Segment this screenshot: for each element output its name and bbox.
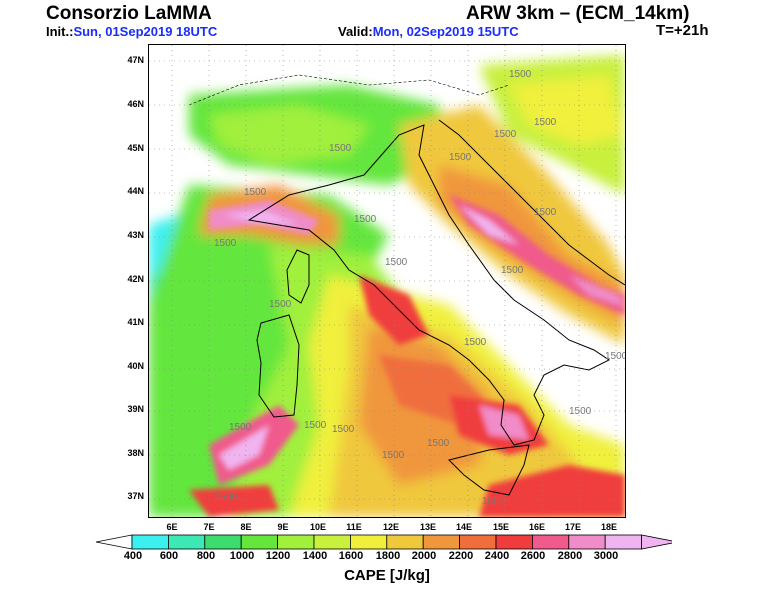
lon-label: 11E xyxy=(346,522,362,532)
colorbar-tick: 800 xyxy=(196,550,216,562)
colorbar-tick: 1600 xyxy=(338,550,364,562)
colorbar-tick: 2800 xyxy=(557,550,583,562)
colorbar-tick: 2000 xyxy=(411,550,437,562)
contour-label: 1500 xyxy=(382,450,405,461)
lon-label: 15E xyxy=(492,522,509,532)
contour-label: 1500 xyxy=(569,406,592,417)
contour-label: 1500 xyxy=(332,424,355,435)
lon-label: 6E xyxy=(166,522,178,532)
colorbar-swatch xyxy=(204,534,242,550)
colorbar-swatch xyxy=(568,534,606,550)
lat-label: 41N xyxy=(127,317,144,327)
lat-label: 46N xyxy=(127,99,144,109)
lon-label: 7E xyxy=(203,522,215,532)
lon-label: 16E xyxy=(528,522,545,532)
colorbar-tick: 1800 xyxy=(375,550,401,562)
forecast-step: T=+21h xyxy=(656,22,709,39)
colorbar-tick: 2600 xyxy=(520,550,546,562)
colorbar-swatch xyxy=(495,534,533,550)
lat-label: 42N xyxy=(127,274,144,284)
colorbar-swatch xyxy=(531,534,570,550)
contour-label: 1500 xyxy=(269,299,292,310)
colorbar-tick: 3000 xyxy=(593,550,619,562)
colorbar-tick: 2200 xyxy=(448,550,474,562)
contour-label: 1500 xyxy=(534,117,557,128)
lat-label: 43N xyxy=(127,230,144,240)
colorbar-swatch xyxy=(349,534,388,550)
contour-label: 1500 xyxy=(329,143,352,154)
colorbar-swatch xyxy=(604,534,643,550)
cape-field: 1500 1500 1500 1500 1500 1500 1500 1500 … xyxy=(149,45,625,517)
lat-label: 47N xyxy=(127,55,144,65)
contour-label: 1500 xyxy=(304,420,327,431)
contour-label: 1500 xyxy=(214,238,237,249)
colorbar-swatch xyxy=(459,534,497,550)
colorbar-swatch xyxy=(131,534,169,550)
lon-label: 12E xyxy=(382,522,399,532)
init-label: Init.: xyxy=(46,24,74,39)
contour-label: 1500 xyxy=(385,257,408,268)
contour-label: 1500 xyxy=(244,187,267,198)
lon-label: 10E xyxy=(309,522,326,532)
colorbar-swatch xyxy=(277,534,315,550)
contour-label: 1500 xyxy=(605,351,625,362)
colorbar-swatch xyxy=(422,534,461,550)
colorbar-max-arrow xyxy=(641,534,672,550)
contour-label: 1500 xyxy=(427,438,450,449)
lat-label: 45N xyxy=(127,143,144,153)
contour-label: 1500 xyxy=(464,337,487,348)
contour-label: 1500 xyxy=(215,492,238,503)
cape-map: 1500 1500 1500 1500 1500 1500 1500 1500 … xyxy=(148,44,626,518)
contour-label: 1500 xyxy=(509,69,532,80)
colorbar-tick: 1000 xyxy=(229,550,255,562)
lat-label: 37N xyxy=(127,491,144,501)
colorbar-tick: 400 xyxy=(123,550,143,562)
colorbar-min-arrow xyxy=(95,534,133,550)
init-value: Sun, 01Sep2019 18UTC xyxy=(73,24,218,39)
model-title: ARW 3km – (ECM_14km) xyxy=(466,3,690,24)
valid-label: Valid: xyxy=(338,24,373,39)
init-time: Init.:Sun, 01Sep2019 18UTC xyxy=(46,24,217,39)
colorbar-tick: 1400 xyxy=(302,550,328,562)
contour-label: 1500 xyxy=(482,496,505,507)
colorbar-swatch xyxy=(240,534,278,550)
lon-label: 17E xyxy=(564,522,581,532)
valid-value: Mon, 02Sep2019 15UTC xyxy=(372,24,519,39)
colorbar-tick: 600 xyxy=(159,550,179,562)
colorbar-swatch xyxy=(313,534,351,550)
colorbar-tick: 2400 xyxy=(484,550,510,562)
contour-label: 1500 xyxy=(354,214,377,225)
lon-label: 14E xyxy=(455,522,472,532)
colorbar-swatch xyxy=(386,534,424,550)
lon-label: 9E xyxy=(277,522,289,532)
lon-label: 18E xyxy=(600,522,617,532)
valid-time: Valid:Mon, 02Sep2019 15UTC xyxy=(338,24,519,39)
contour-label: 1500 xyxy=(494,129,517,140)
colorbar-title: CAPE [J/kg] xyxy=(344,567,430,584)
lon-label: 13E xyxy=(419,522,436,532)
colorbar-swatch xyxy=(168,534,206,550)
contour-label: 1500 xyxy=(229,422,252,433)
lat-label: 44N xyxy=(127,186,144,196)
colorbar xyxy=(95,534,672,550)
lat-label: 38N xyxy=(127,448,144,458)
colorbar-tick: 1200 xyxy=(265,550,291,562)
lat-label: 40N xyxy=(127,361,144,371)
contour-label: 1500 xyxy=(449,152,472,163)
org-title: Consorzio LaMMA xyxy=(46,3,212,24)
lat-label: 39N xyxy=(127,404,144,414)
lon-label: 8E xyxy=(240,522,252,532)
contour-label: 1500 xyxy=(534,207,557,218)
contour-label: 1500 xyxy=(501,265,524,276)
